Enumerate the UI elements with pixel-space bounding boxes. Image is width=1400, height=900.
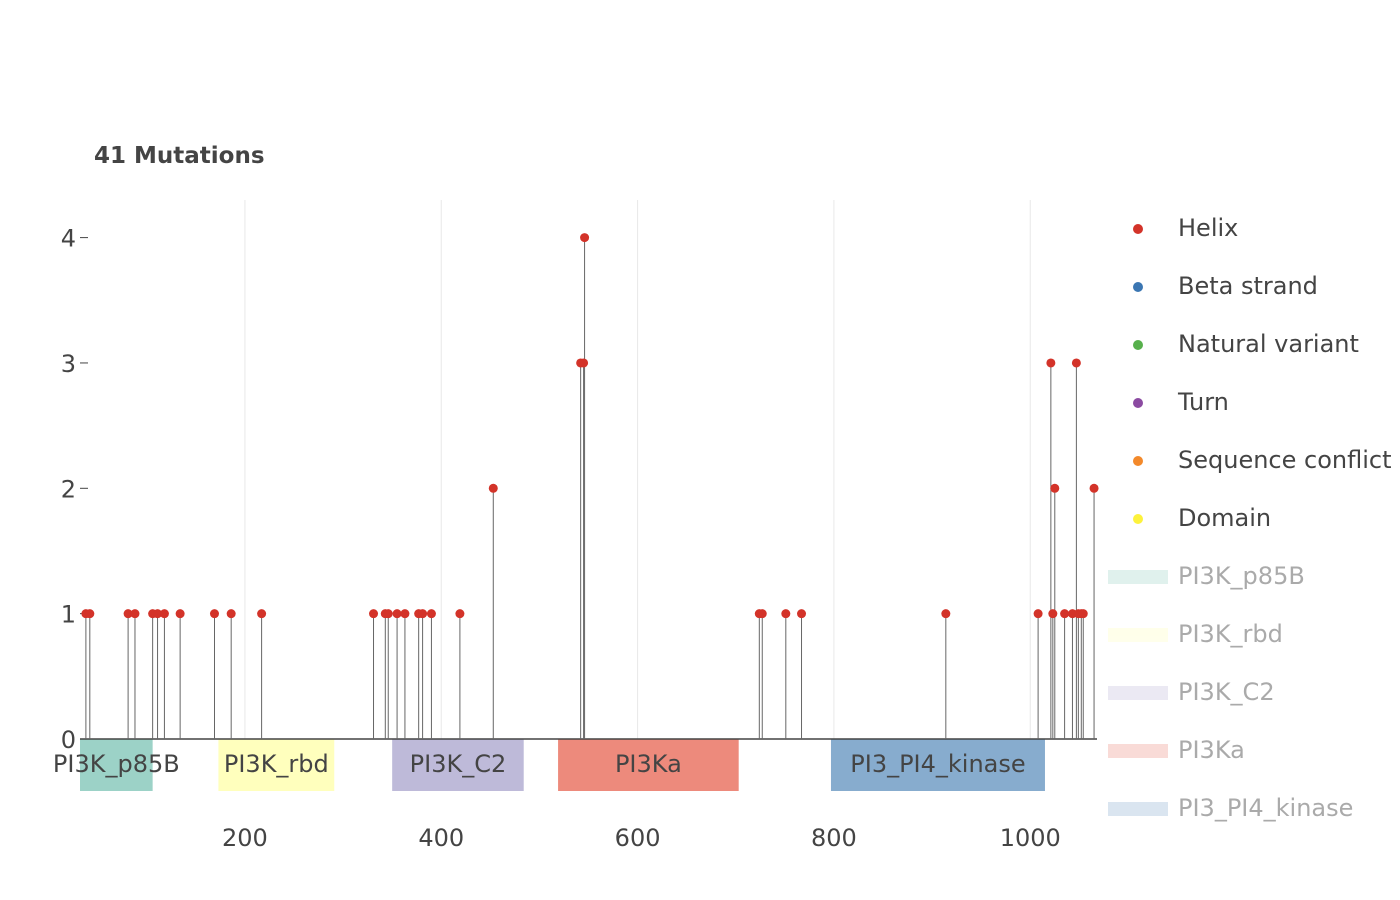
mutation-marker (130, 609, 140, 619)
legend-label: PI3K_p85B (1178, 562, 1305, 590)
legend-item[interactable]: Beta strand (1108, 258, 1400, 316)
mutation-marker (1078, 609, 1088, 619)
mutation-marker (369, 609, 379, 619)
legend-label: PI3_PI4_kinase (1178, 794, 1354, 822)
mutation-marker (455, 609, 465, 619)
x-tick-label: 400 (418, 824, 464, 852)
legend-label: Beta strand (1178, 272, 1318, 300)
mutation-marker (1071, 358, 1081, 368)
y-tick-label: 4 (61, 225, 76, 253)
y-tick-label: 1 (61, 601, 76, 629)
mutation-marker (1050, 483, 1060, 493)
mutation-marker (209, 609, 219, 619)
domain-label: PI3K_p85B (53, 750, 180, 778)
legend-label: PI3K_rbd (1178, 620, 1283, 648)
mutation-marker (757, 609, 767, 619)
mutation-marker (418, 609, 428, 619)
domain-rect (218, 739, 335, 791)
mutation-marker (85, 609, 95, 619)
legend-item[interactable]: PI3K_p85B (1108, 548, 1400, 606)
mutation-marker (175, 609, 185, 619)
domain-label: PI3_PI4_kinase (850, 750, 1025, 778)
mutation-marker (488, 483, 498, 493)
mutation-marker (1046, 358, 1056, 368)
mutation-marker (392, 609, 402, 619)
legend-dot-icon (1108, 316, 1168, 374)
mutation-marker (1060, 609, 1070, 619)
mutation-marker (1089, 483, 1099, 493)
mutation-marker (257, 609, 267, 619)
legend-dot-icon (1108, 374, 1168, 432)
legend-item[interactable]: PI3K_rbd (1108, 606, 1400, 664)
legend-item[interactable]: Helix (1108, 200, 1400, 258)
mutation-marker (781, 609, 791, 619)
chart-title: 41 Mutations (94, 143, 265, 169)
mutation-marker (797, 609, 807, 619)
legend-label: PI3K_C2 (1178, 678, 1275, 706)
x-tick-label: 600 (615, 824, 661, 852)
x-tick-label: 1000 (1000, 824, 1061, 852)
mutation-marker (383, 609, 393, 619)
domain-rect (830, 739, 1045, 791)
domain-label: PI3K_rbd (224, 750, 329, 778)
legend-band-icon (1108, 606, 1168, 664)
domain-label: PI3K_C2 (410, 750, 507, 778)
legend-dot-icon (1108, 490, 1168, 548)
x-tick-label: 200 (222, 824, 268, 852)
y-tick-label: 3 (61, 350, 76, 378)
domain-rect (80, 739, 153, 791)
y-tick-label: 2 (61, 475, 76, 503)
mutation-marker (579, 358, 589, 368)
legend-item[interactable]: Natural variant (1108, 316, 1400, 374)
legend-item[interactable]: Sequence conflict (1108, 432, 1400, 490)
legend-item[interactable]: Domain (1108, 490, 1400, 548)
mutation-marker (1048, 609, 1058, 619)
mutation-marker (123, 609, 133, 619)
domain-rect (392, 739, 524, 791)
legend-band-icon (1108, 664, 1168, 722)
legend-label: Sequence conflict (1178, 446, 1392, 474)
mutation-marker (1033, 609, 1043, 619)
mutation-marker (400, 609, 410, 619)
mutation-marker (580, 233, 590, 243)
legend-band-icon (1108, 548, 1168, 606)
legend-band-icon (1108, 722, 1168, 780)
domain-rect (558, 739, 739, 791)
legend-label: Turn (1178, 388, 1229, 416)
mutation-marker (941, 609, 951, 619)
legend-label: Helix (1178, 214, 1239, 242)
mutation-marker (226, 609, 236, 619)
legend-label: Natural variant (1178, 330, 1359, 358)
x-tick-label: 800 (811, 824, 857, 852)
y-tick-label: 0 (61, 726, 76, 754)
legend-dot-icon (1108, 432, 1168, 490)
legend-item[interactable]: PI3Ka (1108, 722, 1400, 780)
legend-item[interactable]: Turn (1108, 374, 1400, 432)
legend-label: PI3Ka (1178, 736, 1245, 764)
domain-label: PI3Ka (615, 750, 682, 778)
legend-label: Domain (1178, 504, 1272, 532)
legend-item[interactable]: PI3_PI4_kinase (1108, 780, 1400, 838)
legend-dot-icon (1108, 200, 1168, 258)
legend-item[interactable]: PI3K_C2 (1108, 664, 1400, 722)
legend-band-icon (1108, 780, 1168, 838)
mutation-marker (426, 609, 436, 619)
mutation-marker (159, 609, 169, 619)
mutation-marker (153, 609, 163, 619)
legend-dot-icon (1108, 258, 1168, 316)
